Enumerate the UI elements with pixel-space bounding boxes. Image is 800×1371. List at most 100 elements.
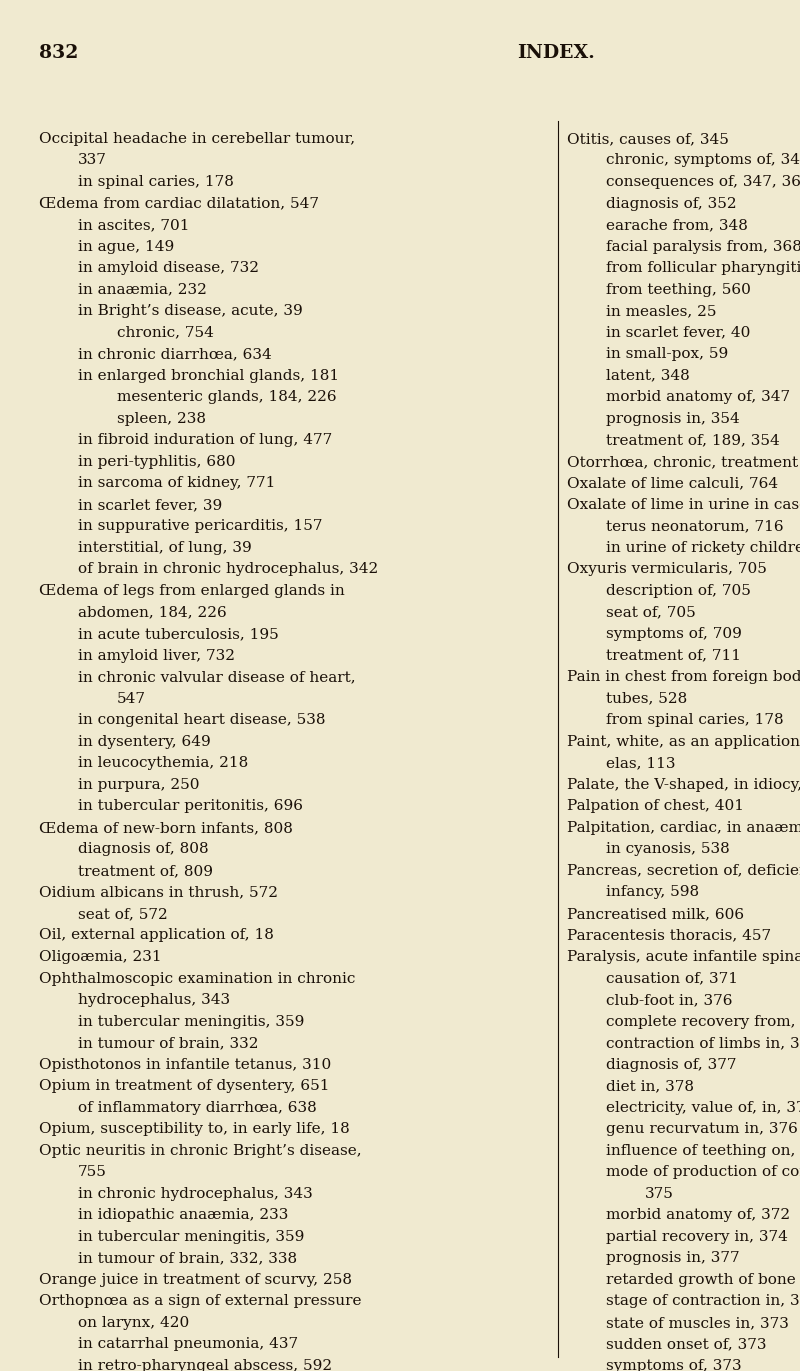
Text: treatment of, 189, 354: treatment of, 189, 354: [606, 433, 779, 447]
Text: hydrocephalus, 343: hydrocephalus, 343: [78, 993, 230, 1008]
Text: in tumour of brain, 332: in tumour of brain, 332: [78, 1036, 258, 1050]
Text: Palate, the V-shaped, in idiocy, 396: Palate, the V-shaped, in idiocy, 396: [566, 777, 800, 792]
Text: in spinal caries, 178: in spinal caries, 178: [78, 175, 234, 189]
Text: from follicular pharyngitis, 579: from follicular pharyngitis, 579: [606, 260, 800, 276]
Text: Opisthotonos in infantile tetanus, 310: Opisthotonos in infantile tetanus, 310: [39, 1057, 331, 1072]
Text: in anaæmia, 232: in anaæmia, 232: [78, 282, 206, 296]
Text: latent, 348: latent, 348: [606, 369, 690, 383]
Text: in tubercular peritonitis, 696: in tubercular peritonitis, 696: [78, 799, 302, 813]
Text: elas, 113: elas, 113: [606, 757, 675, 771]
Text: Occipital headache in cerebellar tumour,: Occipital headache in cerebellar tumour,: [39, 132, 355, 145]
Text: retarded growth of bone in, 373: retarded growth of bone in, 373: [606, 1272, 800, 1287]
Text: in tubercular meningitis, 359: in tubercular meningitis, 359: [78, 1230, 304, 1243]
Text: in small-pox, 59: in small-pox, 59: [606, 347, 728, 361]
Text: 375: 375: [645, 1187, 674, 1201]
Text: Opium, susceptibility to, in early life, 18: Opium, susceptibility to, in early life,…: [39, 1123, 350, 1137]
Text: abdomen, 184, 226: abdomen, 184, 226: [78, 606, 226, 620]
Text: in catarrhal pneumonia, 437: in catarrhal pneumonia, 437: [78, 1338, 298, 1352]
Text: Oligoæmia, 231: Oligoæmia, 231: [39, 950, 162, 964]
Text: in amyloid liver, 732: in amyloid liver, 732: [78, 648, 234, 662]
Text: partial recovery in, 374: partial recovery in, 374: [606, 1230, 787, 1243]
Text: in tubercular meningitis, 359: in tubercular meningitis, 359: [78, 1015, 304, 1028]
Text: in chronic diarrhœa, 634: in chronic diarrhœa, 634: [78, 347, 271, 361]
Text: symptoms of, 709: symptoms of, 709: [606, 627, 742, 642]
Text: Paralysis, acute infantile spinal, 371: Paralysis, acute infantile spinal, 371: [566, 950, 800, 964]
Text: stage of contraction in, 375: stage of contraction in, 375: [606, 1294, 800, 1308]
Text: electricity, value of, in, 378: electricity, value of, in, 378: [606, 1101, 800, 1115]
Text: Oxyuris vermicularis, 705: Oxyuris vermicularis, 705: [566, 562, 766, 576]
Text: influence of teething on, 371: influence of teething on, 371: [606, 1143, 800, 1157]
Text: spleen, 238: spleen, 238: [117, 411, 206, 426]
Text: 832: 832: [39, 44, 78, 62]
Text: diet in, 378: diet in, 378: [606, 1079, 694, 1093]
Text: terus neonatorum, 716: terus neonatorum, 716: [606, 520, 783, 533]
Text: mode of production of contractions in,: mode of production of contractions in,: [606, 1165, 800, 1179]
Text: INDEX.: INDEX.: [517, 44, 594, 62]
Text: Œdema from cardiac dilatation, 547: Œdema from cardiac dilatation, 547: [39, 196, 319, 211]
Text: club-foot in, 376: club-foot in, 376: [606, 993, 732, 1008]
Text: morbid anatomy of, 372: morbid anatomy of, 372: [606, 1208, 790, 1223]
Text: prognosis in, 377: prognosis in, 377: [606, 1252, 739, 1265]
Text: causation of, 371: causation of, 371: [606, 972, 738, 986]
Text: in chronic hydrocephalus, 343: in chronic hydrocephalus, 343: [78, 1187, 313, 1201]
Text: 337: 337: [78, 154, 106, 167]
Text: state of muscles in, 373: state of muscles in, 373: [606, 1316, 789, 1330]
Text: 547: 547: [117, 691, 146, 706]
Text: from teething, 560: from teething, 560: [606, 282, 750, 296]
Text: in ascites, 701: in ascites, 701: [78, 218, 190, 232]
Text: from spinal caries, 178: from spinal caries, 178: [606, 713, 783, 727]
Text: Pain in chest from foreign body in air-: Pain in chest from foreign body in air-: [566, 670, 800, 684]
Text: chronic, symptoms of, 348: chronic, symptoms of, 348: [606, 154, 800, 167]
Text: sudden onset of, 373: sudden onset of, 373: [606, 1338, 766, 1352]
Text: interstitial, of lung, 39: interstitial, of lung, 39: [78, 542, 251, 555]
Text: in amyloid disease, 732: in amyloid disease, 732: [78, 260, 258, 276]
Text: mesenteric glands, 184, 226: mesenteric glands, 184, 226: [117, 391, 336, 404]
Text: Opium in treatment of dysentery, 651: Opium in treatment of dysentery, 651: [39, 1079, 330, 1093]
Text: Ophthalmoscopic examination in chronic: Ophthalmoscopic examination in chronic: [39, 972, 355, 986]
Text: Oidium albicans in thrush, 572: Oidium albicans in thrush, 572: [39, 886, 278, 899]
Text: in suppurative pericarditis, 157: in suppurative pericarditis, 157: [78, 520, 322, 533]
Text: prognosis in, 354: prognosis in, 354: [606, 411, 739, 426]
Text: symptoms of, 373: symptoms of, 373: [606, 1359, 741, 1371]
Text: in purpura, 250: in purpura, 250: [78, 777, 199, 792]
Text: facial paralysis from, 368: facial paralysis from, 368: [606, 240, 800, 254]
Text: in fibroid induration of lung, 477: in fibroid induration of lung, 477: [78, 433, 332, 447]
Text: in dysentery, 649: in dysentery, 649: [78, 735, 210, 749]
Text: on larynx, 420: on larynx, 420: [78, 1316, 189, 1330]
Text: Palpitation, cardiac, in anaæmia, 232: Palpitation, cardiac, in anaæmia, 232: [566, 821, 800, 835]
Text: Oxalate of lime calculi, 764: Oxalate of lime calculi, 764: [566, 476, 778, 491]
Text: in peri-typhlitis, 680: in peri-typhlitis, 680: [78, 455, 235, 469]
Text: Palpation of chest, 401: Palpation of chest, 401: [566, 799, 744, 813]
Text: consequences of, 347, 368: consequences of, 347, 368: [606, 175, 800, 189]
Text: in enlarged bronchial glands, 181: in enlarged bronchial glands, 181: [78, 369, 339, 383]
Text: genu recurvatum in, 376: genu recurvatum in, 376: [606, 1123, 798, 1137]
Text: in urine of rickety children, 134: in urine of rickety children, 134: [606, 542, 800, 555]
Text: seat of, 705: seat of, 705: [606, 606, 695, 620]
Text: Oil, external application of, 18: Oil, external application of, 18: [39, 928, 274, 942]
Text: Œdema of legs from enlarged glands in: Œdema of legs from enlarged glands in: [39, 584, 345, 598]
Text: treatment of, 809: treatment of, 809: [78, 864, 213, 877]
Text: Pancreas, secretion of, deficient in early: Pancreas, secretion of, deficient in ear…: [566, 864, 800, 877]
Text: in cyanosis, 538: in cyanosis, 538: [606, 842, 730, 857]
Text: in chronic valvular disease of heart,: in chronic valvular disease of heart,: [78, 670, 355, 684]
Text: in scarlet fever, 40: in scarlet fever, 40: [606, 326, 750, 340]
Text: diagnosis of, 377: diagnosis of, 377: [606, 1057, 736, 1072]
Text: morbid anatomy of, 347: morbid anatomy of, 347: [606, 391, 790, 404]
Text: complete recovery from, 374: complete recovery from, 374: [606, 1015, 800, 1028]
Text: tubes, 528: tubes, 528: [606, 691, 687, 706]
Text: 755: 755: [78, 1165, 106, 1179]
Text: Otorrhœa, chronic, treatment of, 189, 354: Otorrhœa, chronic, treatment of, 189, 35…: [566, 455, 800, 469]
Text: Pancreatised milk, 606: Pancreatised milk, 606: [566, 908, 744, 921]
Text: in sarcoma of kidney, 771: in sarcoma of kidney, 771: [78, 476, 275, 491]
Text: in leucocythemia, 218: in leucocythemia, 218: [78, 757, 248, 771]
Text: in retro-pharyngeal abscess, 592: in retro-pharyngeal abscess, 592: [78, 1359, 332, 1371]
Text: treatment of, 711: treatment of, 711: [606, 648, 741, 662]
Text: Paracentesis thoracis, 457: Paracentesis thoracis, 457: [566, 928, 770, 942]
Text: in ague, 149: in ague, 149: [78, 240, 174, 254]
Text: in tumour of brain, 332, 338: in tumour of brain, 332, 338: [78, 1252, 297, 1265]
Text: seat of, 572: seat of, 572: [78, 908, 167, 921]
Text: Paint, white, as an application in erysip-: Paint, white, as an application in erysi…: [566, 735, 800, 749]
Text: in measles, 25: in measles, 25: [606, 304, 716, 318]
Text: in congenital heart disease, 538: in congenital heart disease, 538: [78, 713, 326, 727]
Text: in scarlet fever, 39: in scarlet fever, 39: [78, 498, 222, 511]
